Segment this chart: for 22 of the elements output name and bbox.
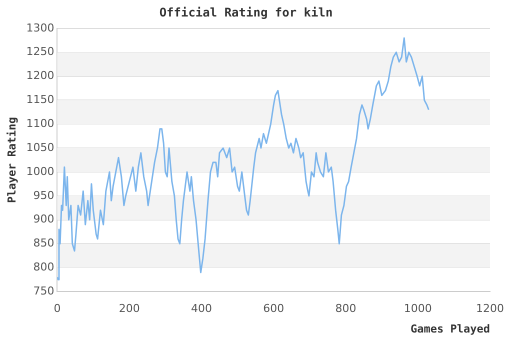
y-tick-label: 1200 — [26, 69, 54, 82]
y-tick-label: 1150 — [26, 93, 54, 106]
y-tick-label: 1300 — [26, 21, 54, 34]
y-tick-label: 1100 — [26, 116, 54, 130]
x-tick-label: 0 — [54, 302, 61, 316]
y-tick-label: 900 — [33, 212, 54, 226]
y-tick-label: 1000 — [26, 164, 54, 178]
y-tick-label: 850 — [33, 236, 54, 250]
x-tick-label: 800 — [335, 302, 356, 316]
y-tick-label: 1050 — [26, 140, 54, 154]
y-tick-label: 1250 — [26, 45, 54, 58]
chart-title: Official Rating for kiln — [159, 5, 333, 20]
x-tick-label: 400 — [190, 302, 212, 316]
x-tick-label: 200 — [118, 302, 140, 316]
x-tick-label: 1000 — [404, 302, 432, 316]
x-axis-title: Games Played — [410, 322, 490, 336]
y-axis-title: Player Rating — [5, 116, 18, 204]
x-tick-label: 600 — [263, 302, 284, 316]
y-tick-label: 750 — [33, 284, 54, 298]
y-tick-label: 800 — [33, 260, 54, 274]
y-tick-label: 950 — [33, 188, 54, 202]
x-tick-label: 1200 — [476, 302, 504, 316]
